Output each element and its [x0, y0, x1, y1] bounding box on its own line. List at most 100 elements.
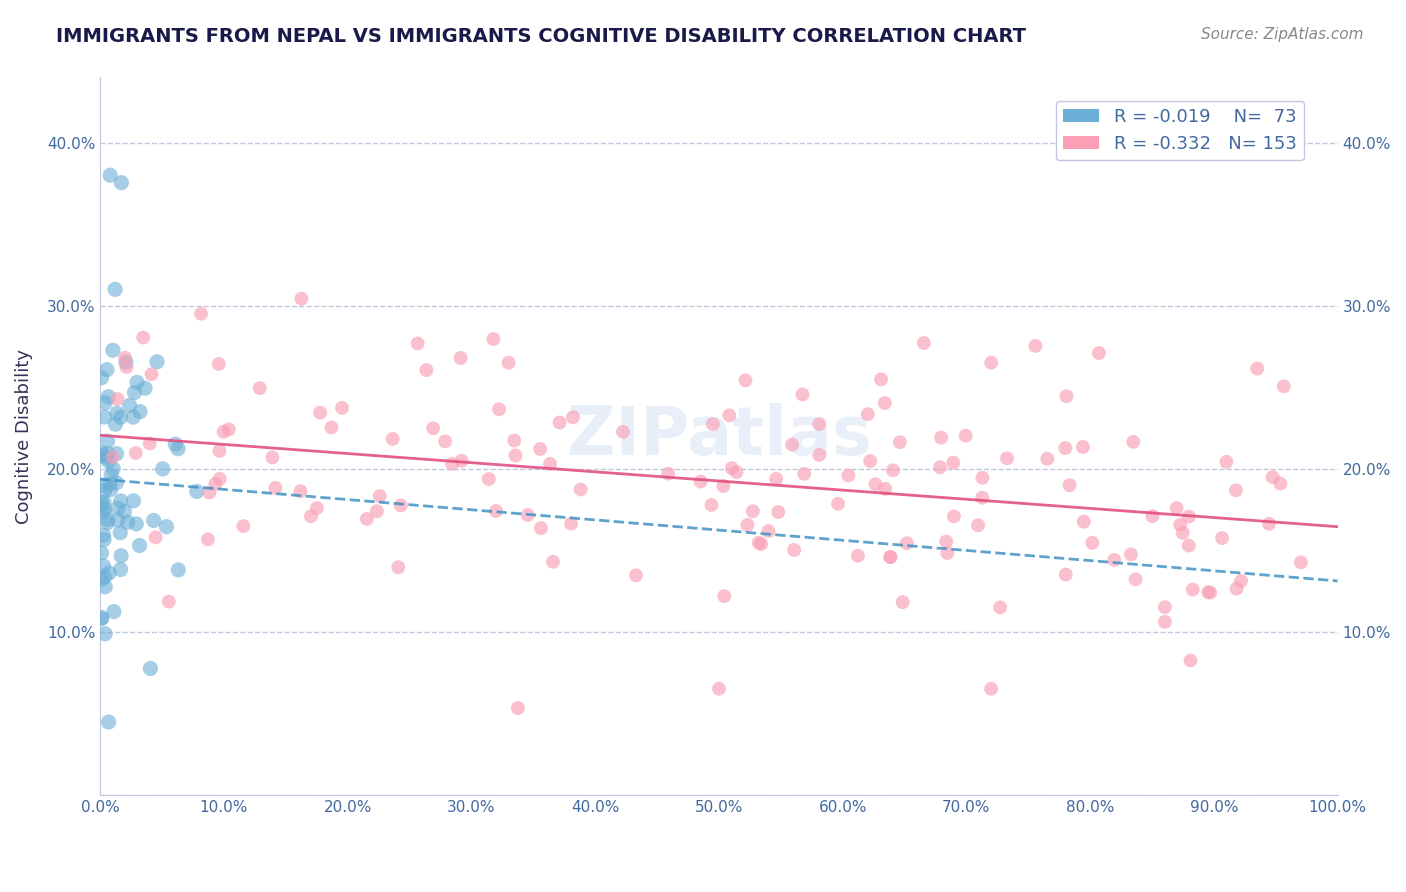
- Immigrants: [713, 589, 735, 603]
- Immigrants from Nepal: [122, 493, 145, 508]
- Immigrants from Nepal: [134, 381, 156, 395]
- Immigrants: [366, 504, 388, 518]
- Immigrants from Nepal: [104, 282, 127, 296]
- Immigrants: [955, 428, 977, 442]
- Immigrants from Nepal: [90, 546, 112, 560]
- Immigrants: [232, 519, 254, 533]
- Immigrants from Nepal: [97, 513, 120, 527]
- Immigrants: [1178, 509, 1201, 524]
- Immigrants from Nepal: [101, 461, 124, 475]
- Immigrants: [859, 454, 882, 468]
- Immigrants: [1171, 525, 1194, 540]
- Immigrants from Nepal: [100, 468, 122, 483]
- Immigrants from Nepal: [114, 504, 136, 518]
- Immigrants from Nepal: [98, 168, 121, 182]
- Immigrants: [879, 550, 901, 565]
- Immigrants: [488, 402, 510, 417]
- Immigrants: [793, 467, 815, 481]
- Immigrants: [204, 476, 226, 491]
- Immigrants: [1177, 539, 1199, 553]
- Immigrants from Nepal: [107, 513, 129, 527]
- Immigrants: [1166, 501, 1188, 516]
- Immigrants from Nepal: [115, 355, 138, 369]
- Immigrants: [1088, 346, 1111, 360]
- Immigrants: [1270, 476, 1292, 491]
- Y-axis label: Cognitive Disability: Cognitive Disability: [15, 349, 32, 524]
- Immigrants: [139, 436, 162, 450]
- Immigrants: [624, 568, 647, 582]
- Immigrants: [1119, 547, 1142, 561]
- Immigrants: [441, 457, 464, 471]
- Immigrants from Nepal: [94, 483, 117, 498]
- Immigrants from Nepal: [103, 605, 125, 619]
- Immigrants: [879, 549, 901, 564]
- Immigrants from Nepal: [91, 448, 114, 462]
- Immigrants from Nepal: [110, 494, 132, 508]
- Immigrants: [503, 434, 526, 448]
- Immigrants: [718, 409, 741, 423]
- Immigrants from Nepal: [97, 447, 120, 461]
- Immigrants: [837, 468, 859, 483]
- Immigrants: [208, 472, 231, 486]
- Immigrants: [1054, 441, 1077, 455]
- Immigrants from Nepal: [142, 513, 165, 527]
- Immigrants: [657, 467, 679, 481]
- Immigrants: [891, 595, 914, 609]
- Immigrants: [1225, 483, 1247, 498]
- Immigrants: [114, 351, 136, 365]
- Immigrants: [1154, 615, 1177, 629]
- Immigrants from Nepal: [146, 355, 169, 369]
- Immigrants: [612, 425, 634, 439]
- Immigrants from Nepal: [105, 475, 128, 490]
- Immigrants: [707, 681, 730, 696]
- Immigrants: [1230, 574, 1253, 588]
- Immigrants: [541, 555, 564, 569]
- Immigrants from Nepal: [110, 549, 132, 563]
- Immigrants: [783, 543, 806, 558]
- Immigrants from Nepal: [139, 661, 162, 675]
- Immigrants from Nepal: [110, 176, 132, 190]
- Immigrants from Nepal: [118, 399, 141, 413]
- Immigrants from Nepal: [94, 450, 117, 465]
- Immigrants from Nepal: [122, 410, 145, 425]
- Immigrants: [1154, 600, 1177, 615]
- Immigrants: [967, 518, 990, 533]
- Immigrants: [929, 431, 952, 445]
- Immigrants: [562, 410, 585, 425]
- Immigrants from Nepal: [93, 410, 115, 425]
- Immigrants from Nepal: [152, 462, 174, 476]
- Immigrants: [942, 456, 965, 470]
- Immigrants: [381, 432, 404, 446]
- Immigrants: [208, 443, 231, 458]
- Immigrants: [889, 435, 911, 450]
- Immigrants: [157, 594, 180, 608]
- Immigrants: [415, 363, 437, 377]
- Immigrants: [720, 461, 742, 475]
- Immigrants from Nepal: [124, 385, 146, 400]
- Immigrants: [290, 484, 312, 499]
- Immigrants: [737, 517, 759, 532]
- Immigrants: [780, 438, 803, 452]
- Immigrants: [702, 417, 724, 432]
- Immigrants: [1054, 567, 1077, 582]
- Immigrants from Nepal: [101, 343, 124, 358]
- Immigrants: [980, 356, 1002, 370]
- Immigrants from Nepal: [96, 362, 118, 376]
- Immigrants: [145, 530, 167, 544]
- Immigrants from Nepal: [117, 515, 139, 529]
- Immigrants from Nepal: [97, 454, 120, 468]
- Immigrants: [368, 489, 391, 503]
- Immigrants: [870, 372, 893, 386]
- Immigrants from Nepal: [90, 610, 112, 624]
- Immigrants: [538, 457, 561, 471]
- Immigrants from Nepal: [91, 446, 114, 460]
- Immigrants from Nepal: [97, 434, 120, 449]
- Immigrants: [758, 524, 780, 538]
- Immigrants from Nepal: [96, 516, 118, 530]
- Immigrants: [115, 360, 138, 375]
- Immigrants: [749, 537, 772, 551]
- Immigrants: [972, 491, 994, 505]
- Immigrants: [262, 450, 284, 465]
- Immigrants: [942, 509, 965, 524]
- Immigrants: [1225, 582, 1247, 596]
